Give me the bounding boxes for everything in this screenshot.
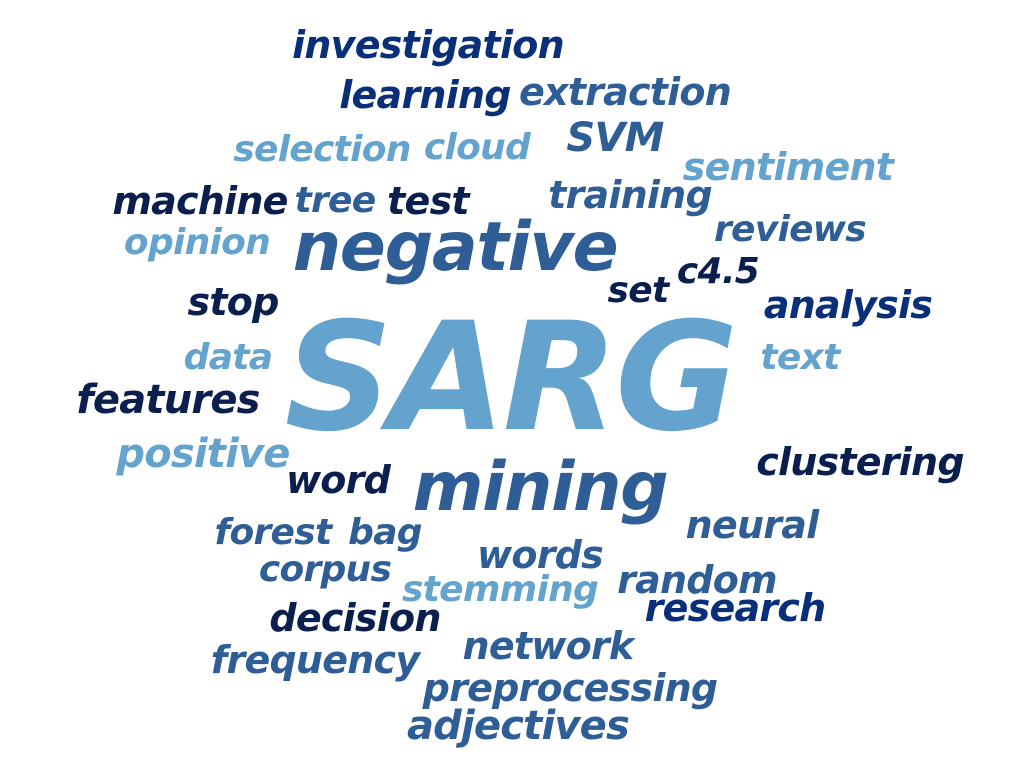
word-bag: bag	[348, 512, 422, 553]
word-set: set	[607, 270, 670, 311]
word-test: test	[387, 179, 469, 223]
word-features: features	[76, 377, 260, 423]
word-selection: selection	[233, 129, 411, 170]
word-stemming: stemming	[401, 569, 599, 610]
word-random: random	[617, 558, 778, 602]
word-machine: machine	[112, 179, 288, 223]
word-extraction: extraction	[518, 70, 732, 114]
word-training: training	[548, 173, 713, 217]
word-positive: positive	[116, 431, 290, 477]
word-analysis: analysis	[763, 283, 933, 327]
word-tree: tree	[294, 180, 377, 221]
word-adjectives: adjectives	[406, 703, 630, 749]
word-cloud: cloud	[423, 127, 531, 168]
word-mining: mining	[412, 448, 669, 527]
word-research: research	[644, 586, 827, 630]
word-words: words	[477, 533, 604, 577]
word-svm: SVM	[566, 115, 664, 161]
word-frequency: frequency	[210, 638, 420, 682]
word-network: network	[462, 624, 635, 668]
word-negative: negative	[292, 208, 619, 287]
word-learning: learning	[339, 73, 511, 117]
word-decision: decision	[269, 596, 441, 640]
word-data: data	[183, 337, 273, 378]
word-reviews: reviews	[713, 209, 867, 250]
word-stop: stop	[187, 280, 279, 324]
word-preprocessing: preprocessing	[422, 666, 718, 710]
word-word: word	[285, 458, 391, 502]
word-clustering: clustering	[756, 440, 964, 484]
word-corpus: corpus	[258, 549, 392, 590]
word-sarg: SARG	[284, 291, 739, 465]
word-neural: neural	[685, 503, 819, 547]
word-opinion: opinion	[123, 222, 271, 263]
word-c45: c4.5	[676, 251, 760, 292]
word-text: text	[760, 337, 840, 378]
word-investigation: investigation	[292, 23, 565, 67]
word-forest: forest	[214, 512, 333, 553]
word-sentiment: sentiment	[682, 145, 894, 189]
